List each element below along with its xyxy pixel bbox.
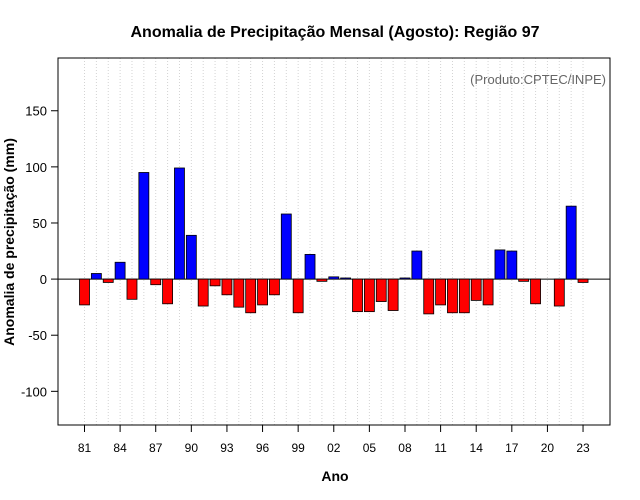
y-tick-label: 0 <box>40 272 47 287</box>
x-tick-label: 08 <box>398 441 412 455</box>
bar-2009 <box>411 250 423 280</box>
bars <box>79 167 589 315</box>
bar-1984 <box>114 261 126 280</box>
grid-lines <box>84 58 584 425</box>
x-tick-label: 17 <box>505 441 519 455</box>
bar-2016 <box>494 249 506 280</box>
bar-2022 <box>565 205 577 280</box>
bar-2006 <box>375 278 387 302</box>
x-tick-label: 23 <box>576 441 590 455</box>
bar-2007 <box>387 278 399 311</box>
bar-2011 <box>435 278 447 306</box>
bar-2013 <box>458 278 470 314</box>
bar-2003 <box>340 277 352 280</box>
x-axis-label: Ano <box>321 468 348 484</box>
chart-title: Anomalia de Precipitação Mensal (Agosto)… <box>131 24 540 41</box>
bar-1998 <box>280 213 292 280</box>
bar-2023 <box>577 278 589 283</box>
y-tick-label: 150 <box>25 104 47 119</box>
bar-2005 <box>363 278 375 313</box>
bar-1993 <box>221 278 233 296</box>
bar-1988 <box>162 278 173 305</box>
bar-1983 <box>102 278 114 283</box>
bar-1994 <box>233 278 245 308</box>
x-tick-label: 20 <box>541 441 555 455</box>
x-tick-label: 90 <box>185 441 199 455</box>
bar-2017 <box>506 250 518 280</box>
bar-2018 <box>518 278 530 282</box>
y-axis: -100 -50 0 50 100 150 <box>21 104 58 399</box>
bar-2012 <box>447 278 458 314</box>
x-tick-label: 87 <box>149 441 163 455</box>
x-tick-label: 84 <box>113 441 127 455</box>
y-tick-label: 50 <box>33 216 47 231</box>
x-tick-label: 93 <box>220 441 234 455</box>
bar-2015 <box>482 278 494 306</box>
x-tick-label: 05 <box>363 441 377 455</box>
bar-2019 <box>530 278 541 305</box>
x-tick-label: 14 <box>470 441 484 455</box>
bar-1996 <box>257 278 268 306</box>
bar-1995 <box>245 278 257 314</box>
y-tick-label: -50 <box>28 328 47 343</box>
x-axis: 81 84 87 90 93 96 99 02 05 08 11 14 17 20 23 <box>78 425 590 455</box>
y-tick-label: -100 <box>21 384 47 399</box>
bar-2001 <box>316 278 328 282</box>
bar-2002 <box>328 276 340 280</box>
bar-1997 <box>269 278 280 296</box>
y-axis-label: Anomalia de precipitação (mm) <box>1 138 17 346</box>
bar-1981 <box>79 278 90 306</box>
bar-1989 <box>174 167 185 280</box>
bar-2021 <box>553 278 565 307</box>
bar-1986 <box>138 172 150 280</box>
bar-1992 <box>209 278 221 287</box>
bar-1985 <box>126 278 138 300</box>
bar-1991 <box>197 278 209 307</box>
bar-2000 <box>304 254 316 280</box>
bar-2010 <box>423 278 435 315</box>
bar-2004 <box>352 278 363 313</box>
bar-1990 <box>185 234 197 280</box>
x-tick-label: 96 <box>256 441 270 455</box>
product-annotation: (Produto:CPTEC/INPE) <box>470 72 606 87</box>
bar-2008 <box>399 277 411 280</box>
x-tick-label: 02 <box>327 441 341 455</box>
x-tick-label: 99 <box>291 441 305 455</box>
y-tick-label: 100 <box>25 160 47 175</box>
x-tick-label: 11 <box>434 441 447 455</box>
bar-1982 <box>90 273 102 280</box>
x-tick-label: 81 <box>78 441 92 455</box>
bar-1999 <box>292 278 304 314</box>
bar-2014 <box>470 278 482 301</box>
bar-1987 <box>150 278 162 286</box>
